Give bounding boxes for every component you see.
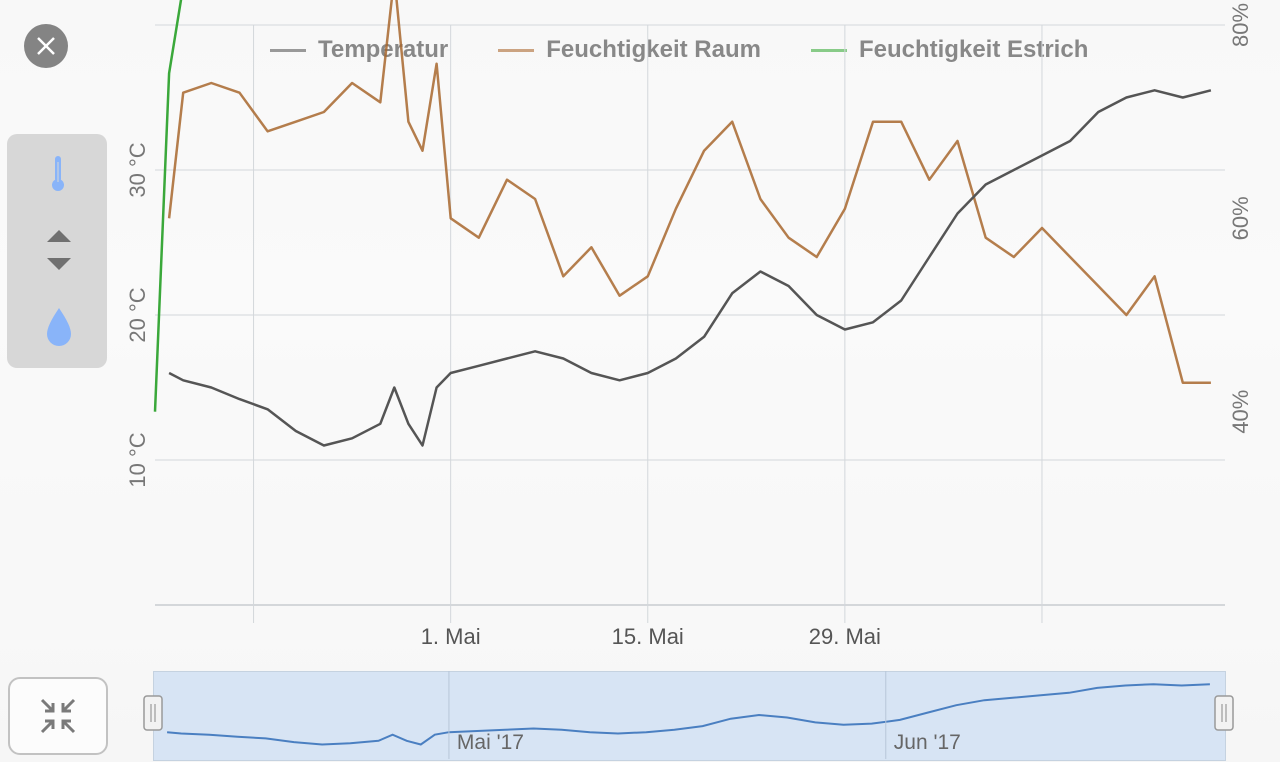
thermometer-icon[interactable] [7,154,107,194]
y-tick-label-right: 60% [1228,196,1253,240]
y-tick-label-left: 20 °C [125,287,150,342]
collapse-arrows-icon [40,698,76,734]
legend-item-temperature[interactable]: Temperatur [270,36,448,64]
legend-item-humidity-room[interactable]: Feuchtigkeit Raum [498,36,761,64]
range-navigator[interactable] [153,671,1226,761]
sensor-selector-panel [7,134,107,368]
legend-label-humidity-attic: Feuchtigkeit Estrich [858,36,1089,63]
water-drop-icon[interactable] [7,304,107,348]
x-tick-label: 15. Mai [612,624,684,649]
collapse-button[interactable] [8,677,108,755]
y-tick-label-left: 10 °C [125,432,150,487]
legend: Temperatur Feuchtigkeit Raum Feuchtigkei… [270,36,1138,64]
legend-swatch-humidity-attic [810,48,847,52]
y-tick-label-right: 40% [1228,390,1253,434]
x-tick-label: 29. Mai [809,624,881,649]
up-down-arrows-icon[interactable] [7,226,107,274]
close-icon [37,37,55,55]
y-tick-label-left: 30 °C [125,142,150,197]
legend-item-humidity-attic[interactable]: Feuchtigkeit Estrich [810,36,1089,64]
legend-label-temperature: Temperatur [318,36,449,63]
legend-label-humidity-room: Feuchtigkeit Raum [546,36,761,63]
series-line-temperature [168,89,1212,447]
legend-swatch-humidity-room [498,48,535,52]
close-button[interactable] [24,24,68,68]
y-tick-label-right: 80% [1228,3,1253,47]
legend-swatch-temperature [270,48,306,52]
x-tick-label: 1. Mai [421,624,481,649]
